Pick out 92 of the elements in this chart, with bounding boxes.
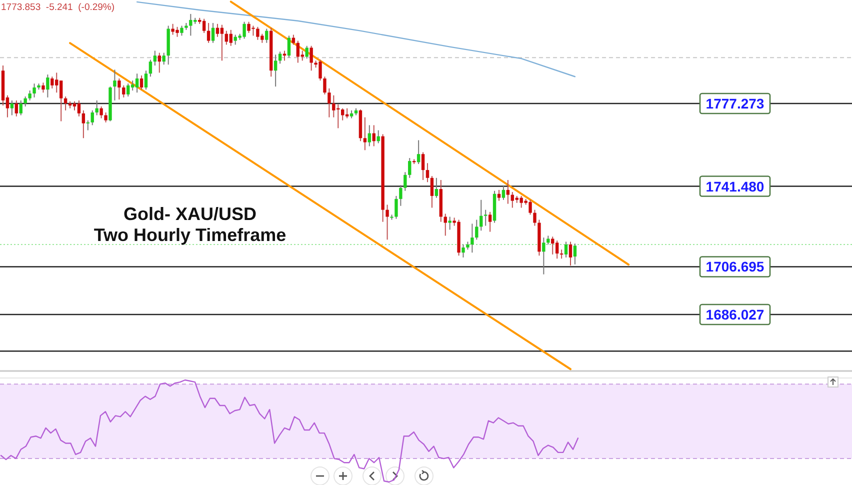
candlestick bbox=[448, 216, 452, 230]
candlestick bbox=[568, 241, 572, 266]
text: Gold- XAU/USD bbox=[124, 204, 256, 224]
candlestick bbox=[363, 116, 367, 151]
candlestick bbox=[122, 84, 126, 98]
candlestick bbox=[162, 52, 166, 66]
candlestick bbox=[14, 100, 18, 117]
candlestick bbox=[59, 80, 63, 122]
line-series bbox=[136, 1, 576, 78]
candlestick bbox=[434, 177, 438, 198]
candlestick bbox=[305, 45, 308, 60]
candlestick bbox=[206, 22, 210, 44]
y-tick-label: 1686.027 bbox=[706, 306, 764, 323]
candlestick bbox=[86, 120, 90, 131]
candlestick bbox=[542, 237, 546, 275]
candlestick bbox=[95, 100, 98, 116]
candlestick bbox=[220, 24, 224, 62]
candlestick bbox=[399, 184, 402, 206]
annotation: 1773.853 -5.241 (-0.29%) bbox=[1, 2, 115, 13]
candlestick bbox=[426, 162, 430, 183]
candlestick bbox=[265, 28, 268, 44]
candlestick bbox=[287, 35, 291, 58]
candlestick bbox=[46, 74, 50, 98]
candlestick bbox=[502, 186, 506, 200]
candlestick bbox=[144, 70, 148, 90]
candlestick bbox=[189, 13, 192, 36]
candlestick bbox=[408, 158, 412, 178]
candlestick bbox=[421, 152, 425, 180]
candlestick bbox=[113, 69, 116, 101]
candlestick bbox=[216, 23, 220, 38]
candlestick bbox=[555, 240, 559, 260]
candlestick bbox=[50, 76, 54, 89]
candlestick bbox=[416, 140, 420, 165]
candlestick bbox=[404, 172, 407, 192]
candlestick bbox=[24, 96, 27, 107]
candlestick bbox=[551, 236, 554, 255]
candlestick bbox=[390, 214, 394, 220]
candlestick bbox=[211, 22, 215, 44]
candlestick bbox=[32, 83, 36, 98]
candlestick bbox=[126, 83, 130, 98]
candlestick bbox=[376, 130, 380, 144]
candlestick bbox=[430, 176, 434, 208]
candlestick bbox=[462, 244, 465, 258]
y-tick-label: 1741.480 bbox=[706, 178, 764, 194]
candlestick bbox=[180, 25, 184, 36]
candlestick bbox=[130, 80, 134, 91]
candlestick bbox=[202, 18, 206, 34]
text: Two Hourly Timeframe bbox=[94, 225, 286, 245]
candlestick bbox=[118, 78, 121, 100]
candlestick bbox=[475, 219, 478, 240]
candlestick bbox=[573, 243, 577, 265]
candlestick bbox=[135, 73, 139, 94]
candlestick bbox=[104, 112, 108, 123]
candlestick bbox=[292, 34, 296, 46]
candlestick bbox=[90, 110, 94, 126]
candlestick bbox=[158, 52, 161, 74]
candlestick bbox=[332, 94, 336, 118]
candlestick bbox=[533, 209, 536, 226]
candlestick bbox=[10, 100, 14, 116]
candlestick bbox=[484, 209, 488, 226]
candlestick bbox=[19, 100, 22, 116]
candlestick bbox=[229, 29, 232, 46]
candlestick bbox=[148, 59, 152, 78]
candlestick bbox=[386, 204, 389, 240]
candlestick bbox=[77, 100, 81, 117]
candlestick bbox=[488, 211, 492, 232]
candlestick bbox=[323, 76, 326, 95]
y-tick-label: 1706.695 bbox=[706, 258, 764, 275]
candlestick bbox=[28, 90, 32, 101]
candlestick bbox=[328, 88, 331, 118]
candlestick bbox=[368, 124, 372, 147]
candlestick bbox=[42, 82, 45, 94]
candlestick bbox=[72, 100, 76, 111]
candlestick bbox=[274, 54, 278, 88]
candlestick bbox=[444, 213, 447, 236]
candlestick bbox=[64, 96, 68, 111]
candlestick bbox=[506, 179, 510, 204]
candlestick bbox=[564, 241, 568, 258]
candlestick bbox=[560, 249, 564, 260]
candlestick bbox=[140, 74, 144, 90]
candlestick bbox=[282, 50, 286, 62]
candlestick bbox=[82, 110, 86, 139]
candlestick bbox=[394, 195, 398, 220]
candlestick bbox=[153, 50, 157, 66]
candlestick bbox=[296, 40, 300, 64]
candlestick bbox=[470, 223, 474, 254]
y-tick-label: 1777.273 bbox=[706, 96, 764, 112]
candlestick bbox=[480, 199, 483, 232]
candlestick bbox=[310, 45, 313, 72]
candlestick bbox=[100, 106, 103, 119]
candlestick bbox=[278, 51, 282, 64]
candlestick bbox=[497, 189, 501, 202]
